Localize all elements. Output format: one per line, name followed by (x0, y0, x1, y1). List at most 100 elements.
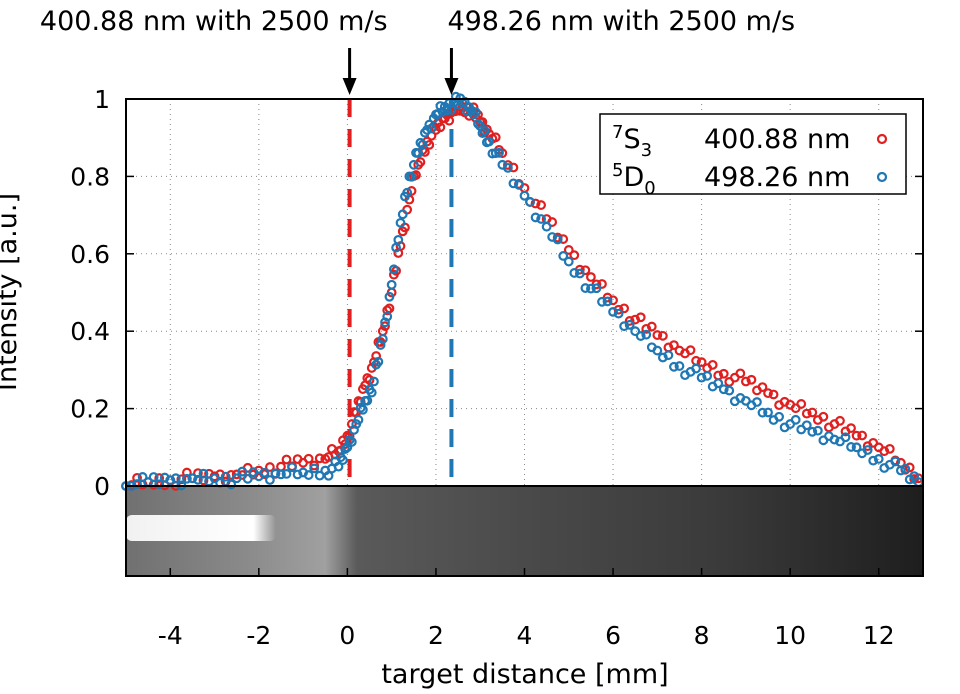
data-point-series-1 (393, 234, 404, 245)
data-point-series-0 (746, 374, 757, 385)
data-point-series-0 (685, 345, 696, 356)
data-point-series-1 (276, 469, 286, 480)
data-point-series-1 (691, 363, 701, 374)
data-point-series-0 (530, 198, 541, 209)
data-point-series-1 (346, 436, 357, 447)
data-point-series-1 (303, 470, 314, 480)
data-point-series-1 (525, 197, 535, 207)
data-point-series-0 (314, 453, 325, 464)
data-point-series-1 (846, 442, 856, 452)
data-point-series-1 (514, 180, 524, 190)
data-point-series-1 (259, 467, 270, 478)
data-point-series-1 (586, 283, 596, 294)
data-point-series-1 (763, 407, 773, 418)
data-point-series-1 (724, 385, 735, 396)
legend-wavelength-label: 498.26 nm (704, 162, 850, 193)
data-point-series-1 (422, 125, 432, 135)
data-point-series-1 (530, 212, 541, 223)
data-point-series-0 (380, 321, 390, 332)
data-point-series-0 (763, 388, 773, 399)
data-point-series-0 (176, 474, 187, 485)
data-point-series-1 (242, 473, 253, 484)
data-point-series-0 (857, 430, 868, 441)
data-point-series-0 (696, 357, 707, 368)
data-point-series-0 (613, 304, 624, 315)
data-point-series-0 (508, 162, 519, 173)
data-point-series-1 (154, 479, 165, 490)
data-point-series-1 (790, 414, 801, 425)
data-point-series-0 (796, 399, 807, 409)
camera-image-strip (126, 486, 923, 576)
data-point-series-1 (384, 291, 395, 302)
data-point-series-1 (608, 306, 618, 317)
data-point-series-0 (768, 389, 779, 400)
x-tick-label: 4 (517, 621, 533, 650)
data-point-series-1 (900, 463, 911, 474)
data-point-series-1 (774, 411, 784, 422)
data-point-series-1 (580, 283, 591, 293)
data-point-series-1 (602, 296, 613, 307)
data-point-series-1 (851, 442, 862, 453)
data-point-series-0 (303, 453, 314, 464)
data-point-series-1 (829, 434, 840, 445)
data-point-series-1 (198, 468, 209, 479)
data-point-series-1 (209, 473, 220, 484)
data-point-series-0 (435, 122, 446, 133)
data-point-series-1 (226, 479, 237, 490)
arrow-down-icon (444, 78, 459, 95)
data-point-series-1 (669, 361, 679, 372)
data-point-series-1 (873, 454, 884, 464)
data-point-series-1 (402, 187, 413, 198)
data-point-series-1 (696, 372, 707, 383)
data-point-series-1 (502, 162, 513, 173)
annotation-label: 498.26 nm with 2500 m/s (447, 6, 795, 37)
data-point-series-1 (231, 473, 242, 484)
data-point-series-1 (558, 251, 569, 261)
data-point-series-1 (477, 128, 488, 138)
data-point-series-1 (362, 395, 373, 406)
data-point-series-0 (586, 272, 596, 282)
legend-term-label: 7S3 (612, 122, 652, 161)
data-point-series-1 (333, 461, 344, 472)
data-point-series-1 (840, 432, 851, 443)
data-point-series-1 (619, 321, 630, 332)
data-point-series-1 (890, 456, 901, 467)
data-point-series-1 (382, 311, 393, 322)
data-point-series-1 (165, 475, 176, 486)
data-point-series-0 (608, 295, 618, 306)
data-point-series-1 (597, 296, 607, 307)
data-point-series-0 (536, 200, 547, 210)
data-point-series-1 (591, 283, 602, 294)
data-point-series-1 (265, 475, 275, 485)
data-point-series-1 (536, 214, 547, 224)
data-point-series-0 (735, 368, 746, 379)
data-point-series-0 (807, 407, 818, 418)
data-point-series-1 (170, 473, 181, 484)
velocity-markers (347, 99, 454, 486)
data-point-series-1 (484, 136, 494, 147)
data-point-series-1 (386, 279, 397, 290)
data-point-series-0 (569, 250, 580, 261)
data-point-series-1 (713, 378, 724, 389)
data-point-series-0 (181, 467, 192, 478)
data-point-series-1 (193, 474, 203, 485)
annotations: 400.88 nm with 2500 m/s 498.26 nm with 25… (40, 6, 795, 95)
y-tick-label: 0 (94, 472, 110, 501)
data-point-series-1 (473, 118, 483, 129)
data-point-series-1 (563, 256, 574, 267)
data-point-series-0 (563, 245, 574, 255)
data-point-series-0 (276, 461, 286, 472)
data-point-series-1 (366, 387, 377, 398)
data-point-series-1 (613, 308, 624, 319)
data-point-series-1 (417, 139, 428, 150)
data-point-series-0 (547, 217, 558, 227)
data-point-series-1 (494, 147, 504, 158)
data-point-series-1 (187, 473, 198, 484)
data-point-series-1 (309, 463, 320, 474)
data-point-series-1 (630, 326, 641, 337)
legend: 7S3 400.88 nm 5D0 498.26 nm (599, 113, 907, 199)
data-point-series-0 (718, 368, 729, 379)
data-point-series-1 (270, 468, 281, 479)
data-point-series-1 (148, 472, 159, 482)
data-point-series-1 (373, 356, 384, 367)
